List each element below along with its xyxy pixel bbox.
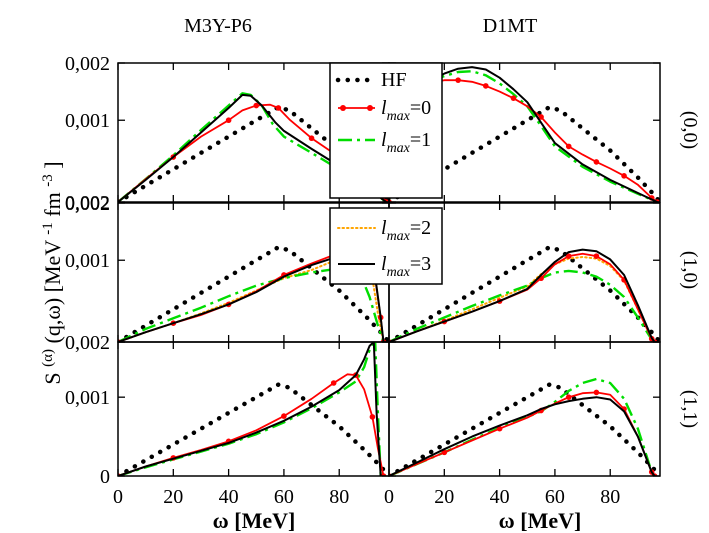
y-tick-label: 0,002 (65, 192, 110, 214)
l0-marker (565, 394, 572, 400)
x-tick-label: 80 (600, 486, 620, 508)
panel-frame (388, 341, 661, 477)
l0-marker (275, 105, 282, 111)
l0-marker (253, 102, 260, 109)
x-tick-label: 0 (113, 486, 123, 508)
legend-label: lmax=2 (381, 217, 431, 244)
series-l0-line (118, 373, 385, 476)
legend-label: lmax=3 (381, 253, 431, 280)
legend-label: HF (381, 69, 407, 91)
y-tick-label: 0,001 (65, 110, 110, 132)
y-tick-label: 0,001 (65, 387, 110, 409)
panel-2-1 (389, 377, 660, 476)
l0-marker (565, 253, 572, 259)
l0-marker (538, 114, 544, 120)
series-l3-line (389, 248, 656, 342)
legend: HF lmax=0 lmax=1 lmax=2 lmax=3 (329, 62, 443, 285)
series-l1-line (118, 267, 385, 342)
y-axis-label-mid: (q,ω) [MeV (40, 240, 65, 344)
l0-marker (330, 380, 337, 386)
panel-title-right: D1MT (483, 15, 537, 37)
l0-marker (593, 159, 600, 165)
y-tick-label: 0 (100, 466, 110, 488)
legend-box-top (329, 62, 443, 199)
legend-item-hf: HF (335, 69, 407, 91)
l0-marker (369, 414, 376, 420)
series-l3-line (389, 396, 656, 476)
legend-marker (367, 105, 373, 111)
legend-item-l0: lmax=0 (338, 97, 431, 124)
series-l0-line (389, 391, 656, 476)
row-label-2: (1,1) (679, 390, 701, 428)
x-tick-label: 40 (490, 486, 510, 508)
row-label-0: (0,0) (679, 111, 701, 149)
x-tick-label: 20 (163, 486, 183, 508)
l0-marker (510, 95, 517, 101)
y-axis-label-sup3: -3 (40, 174, 56, 187)
x-tick-label: 60 (545, 486, 565, 508)
series-hf-line (118, 382, 389, 476)
l0-marker (565, 143, 572, 150)
series-l1-line (118, 342, 382, 476)
l0-marker (281, 413, 287, 419)
y-axis-label-mid2: fm (40, 192, 65, 216)
panel-title-left: M3Y-P6 (184, 15, 252, 37)
x-tick-label: 0 (384, 486, 394, 508)
y-axis-label-sup2: -1 (40, 222, 56, 235)
y-tick-label: 0,001 (65, 250, 110, 272)
legend-item-l3: lmax=3 (338, 253, 431, 280)
x-axis-label-left: ω [MeV] (213, 508, 296, 533)
y-axis-label: S (α) (q,ω) [MeV -1 fm -3 ] (32, 161, 65, 384)
x-tick-label: 40 (219, 486, 239, 508)
l0-marker (621, 173, 627, 179)
legend-item-l2: lmax=2 (337, 217, 431, 244)
series-hf-line (389, 382, 660, 476)
x-tick-label: 80 (329, 486, 349, 508)
panel-frame (117, 341, 390, 477)
series-hf-line (118, 244, 389, 342)
series-l1-line (389, 377, 656, 476)
legend-label: lmax=1 (381, 129, 431, 156)
x-tick-label: 20 (434, 486, 454, 508)
panel-1-1 (389, 244, 660, 342)
series-l3-line (118, 342, 382, 476)
y-tick-label: 0,002 (65, 332, 110, 354)
series-hf-line (389, 104, 660, 202)
panel-2-0 (118, 342, 389, 476)
l0-marker (593, 253, 600, 259)
y-axis-label-sup: (α) (40, 349, 56, 367)
x-axis-label-right: ω [MeV] (499, 508, 582, 533)
y-tick-label: 0,002 (65, 193, 110, 215)
l0-marker (455, 77, 461, 83)
legend-label: lmax=0 (381, 97, 431, 124)
l0-marker (308, 135, 315, 142)
legend-box-bottom (329, 207, 443, 285)
y-axis-label-main: S (40, 372, 65, 384)
legend-item-l1: lmax=1 (338, 129, 431, 156)
series-l1-line (389, 269, 656, 342)
row-label-1: (1,0) (679, 251, 701, 289)
y-tick-label: 0,002 (65, 53, 110, 75)
x-tick-label: 60 (274, 486, 294, 508)
l0-marker (225, 117, 232, 124)
l0-marker (593, 389, 600, 396)
l0-marker (496, 425, 503, 432)
legend-marker (340, 105, 346, 111)
y-axis-label-end: ] (40, 161, 65, 168)
l0-marker (482, 83, 489, 89)
